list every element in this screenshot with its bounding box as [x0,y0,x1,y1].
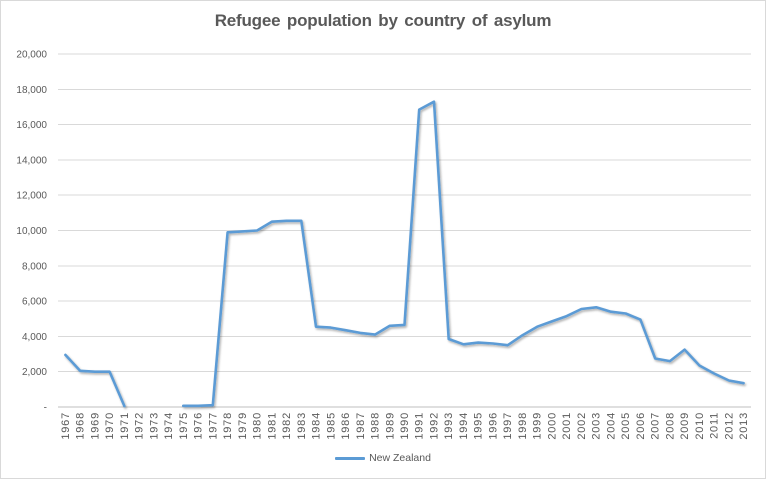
x-tick-label: 1972 [134,412,146,440]
y-tick-label: 18,000 [16,85,47,96]
x-tick-label: 1998 [517,412,529,440]
x-tick-label: 1985 [325,412,337,440]
x-tick-label: 1979 [237,412,249,440]
legend-line-swatch [335,456,366,460]
x-tick-label: 1991 [414,412,426,440]
x-tick-label: 2006 [635,412,647,440]
x-tick-label: 1973 [148,412,160,440]
y-tick-label: 14,000 [16,155,47,166]
x-tick-label: 1999 [532,412,544,440]
x-tick-label: 1982 [281,412,293,440]
x-tick-label: 1978 [222,412,234,440]
x-tick-label: 1975 [178,412,190,440]
x-tick-label: 2000 [546,412,558,440]
x-tick-label: 2001 [561,412,573,440]
y-tick-label: 6,000 [22,297,47,308]
x-tick-label: 1986 [340,412,352,440]
y-tick-label: 20,000 [16,50,47,61]
x-tick-label: 1995 [473,412,485,440]
x-tick-label: 2007 [650,412,662,440]
legend: New Zealand [1,449,765,467]
x-tick-label: 1994 [458,412,470,440]
x-tick-label: 1980 [252,412,264,440]
x-tick-label: 1970 [104,412,116,440]
x-tick-label: 1993 [443,412,455,440]
x-tick-label: 1977 [207,412,219,440]
x-tick-label: 2011 [709,412,721,439]
x-tick-label: 1987 [355,412,367,440]
y-axis-tick-labels: - 2,000 4,000 6,000 8,000 10,000 12,000 14,000 1… [16,50,47,414]
y-gridlines [58,53,751,408]
y-tick-label: 4,000 [22,332,47,343]
x-tick-label: 1992 [428,412,440,440]
legend-label: New Zealand [369,451,431,464]
x-tick-label: 2012 [723,412,735,440]
x-tick-label: 2004 [605,412,617,440]
y-tick-label: 12,000 [16,191,47,202]
x-tick-label: 1983 [296,412,308,440]
x-tick-label: 2010 [694,412,706,440]
x-tick-label: 2003 [591,412,603,440]
series-line-new-zealand [64,100,745,408]
x-tick-label: 1968 [75,412,87,440]
x-axis-tick-labels: 1967 1968 1969 1970 1971 1972 1973 1974 1975 1976… [60,412,750,440]
x-tick-label: 2009 [679,412,691,440]
y-tick-label: 10,000 [16,226,47,237]
x-tick-label: 1981 [266,412,278,440]
y-tick-label: 8,000 [22,261,47,272]
x-tick-label: 2008 [664,412,676,440]
x-tick-label: 2013 [738,412,750,440]
x-tick-label: 2002 [576,412,588,440]
y-tick-label: - [44,403,47,414]
y-tick-label: 16,000 [16,120,47,131]
x-tick-label: 1997 [502,412,514,440]
x-tick-label: 1989 [384,412,396,440]
x-tick-label: 2005 [620,412,632,440]
x-tick-label: 1976 [193,412,205,440]
y-tick-label: 2,000 [22,367,47,378]
chart-title: Refugee population by country of asylum [214,11,552,30]
x-tick-label: 1990 [399,412,411,440]
x-tick-label: 1996 [487,412,499,440]
x-tick-label: 1969 [89,412,101,440]
x-tick-label: 1984 [311,412,323,440]
x-tick-label: 1974 [163,412,175,440]
x-tick-label: 1967 [60,412,72,440]
x-tick-label: 1971 [119,412,131,440]
x-tick-label: 1988 [370,412,382,440]
